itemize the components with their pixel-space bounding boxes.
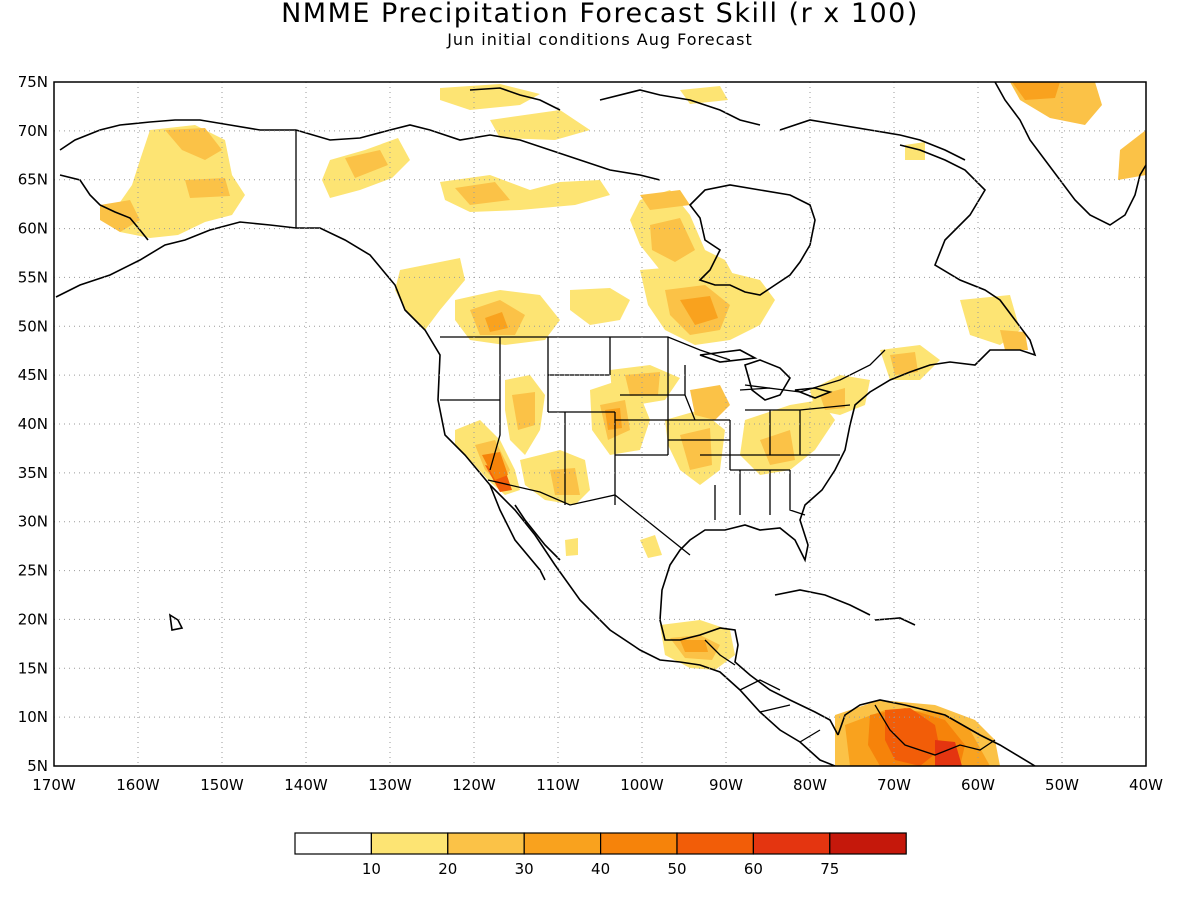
border-states-east: [684, 365, 851, 520]
field-nwt-core: [455, 182, 510, 205]
lat-label: 55N: [18, 268, 48, 286]
field-alaska-sw: [100, 200, 140, 232]
coastline-caribbean-cuba: [774, 589, 871, 616]
border-central-america: [739, 679, 821, 743]
lat-label: 35N: [18, 464, 48, 482]
graticule: [54, 82, 1146, 766]
map-subtitle: Jun initial conditions Aug Forecast: [447, 30, 753, 49]
legend-swatch: [829, 832, 907, 855]
field-arctic-1: [440, 84, 540, 110]
lon-label: 150W: [200, 776, 244, 794]
political-borders: [295, 130, 996, 756]
coastline-baja: [489, 484, 561, 581]
legend-swatch: [676, 832, 755, 855]
field-hudson-core: [650, 218, 695, 262]
coastline-arctic: [295, 87, 966, 181]
field-se-core: [760, 430, 795, 465]
lon-label: 110W: [536, 776, 580, 794]
lon-label: 120W: [452, 776, 496, 794]
map-title: NMME Precipitation Forecast Skill (r x 1…: [281, 0, 919, 29]
field-mex-w: [565, 538, 578, 556]
coastline-hawaii: [168, 613, 184, 631]
field-hudson-n: [640, 190, 690, 210]
field-nv-core: [512, 392, 535, 430]
lon-label: 70W: [877, 776, 911, 794]
lon-label: 140W: [284, 776, 328, 794]
field-alaska-e: [185, 178, 230, 198]
field-arctic-2: [490, 110, 590, 140]
legend-label: 75: [820, 860, 839, 878]
field-prairies-hot: [485, 312, 508, 332]
field-arctic-4: [905, 142, 925, 160]
field-plains-hot: [605, 408, 622, 430]
field-bc: [395, 258, 465, 330]
coastline-gulf: [659, 144, 1037, 736]
legend-swatch: [599, 832, 678, 855]
lon-label: 130W: [368, 776, 412, 794]
field-yucatan-hot: [680, 640, 708, 652]
field-yukon-core: [345, 150, 388, 178]
lat-label: 50N: [18, 317, 48, 335]
lat-label: 20N: [18, 610, 48, 628]
lon-label: 80W: [793, 776, 827, 794]
field-sask: [570, 288, 630, 325]
lat-label: 65N: [18, 171, 48, 189]
lat-label: 70N: [18, 122, 48, 140]
coastline-hudson-bay: [688, 184, 816, 296]
skill-shading: [100, 82, 1146, 766]
field-ca-warm: [482, 452, 508, 480]
lat-label: 10N: [18, 708, 48, 726]
lon-label: 40W: [1129, 776, 1163, 794]
legend-label: 30: [515, 860, 534, 878]
lat-label: 60N: [18, 220, 48, 238]
legend-swatch: [447, 832, 525, 855]
legend-label: 10: [362, 860, 381, 878]
longitude-labels: 170W 160W 150W 140W 130W 120W 110W 100W 90W 80W 70…: [32, 776, 1163, 794]
legend-swatch: [294, 832, 373, 855]
lat-label: 25N: [18, 562, 48, 580]
lat-label: 75N: [18, 73, 48, 91]
coastline-great-lakes: [699, 349, 833, 401]
field-greenland-core: [1012, 82, 1060, 100]
latitude-labels: 75N 70N 65N 60N 55N 50N 45N 40N 35N 30N 25N 20N 15N 1…: [18, 73, 48, 775]
legend-swatch: [370, 832, 449, 855]
coastline-greenland: [994, 82, 1146, 226]
lon-label: 50W: [1045, 776, 1079, 794]
map-frame: [53, 81, 1147, 767]
legend-label: 50: [667, 860, 686, 878]
field-nebraska-core: [625, 372, 660, 396]
lat-label: 15N: [18, 659, 48, 677]
field-greenland-se: [1118, 130, 1146, 180]
legend-label: 20: [438, 860, 457, 878]
coastline-hispaniola: [874, 617, 916, 626]
field-mex-gulf: [640, 535, 662, 558]
lat-label: 45N: [18, 366, 48, 384]
field-kansas-core: [680, 428, 712, 470]
lon-label: 90W: [709, 776, 743, 794]
border-mexico-guatemala: [704, 639, 736, 666]
field-iowa: [690, 385, 730, 420]
legend-label: 60: [744, 860, 763, 878]
lon-label: 100W: [620, 776, 664, 794]
field-maine-core: [890, 352, 918, 375]
field-arctic-3: [680, 86, 728, 104]
lon-label: 60W: [961, 776, 995, 794]
legend-swatch: [523, 832, 602, 855]
lat-label: 40N: [18, 415, 48, 433]
lon-label: 170W: [32, 776, 76, 794]
color-legend: 10 20 30 40 50 60 75: [294, 832, 907, 878]
legend-swatch: [752, 832, 831, 855]
field-quebec-core: [1000, 330, 1028, 350]
border-south-america: [874, 704, 996, 756]
lat-label: 5N: [27, 757, 48, 775]
lon-label: 160W: [116, 776, 160, 794]
field-manitoba-hot: [680, 296, 718, 325]
legend-label: 40: [591, 860, 610, 878]
lat-label: 30N: [18, 513, 48, 531]
field-alaska-core: [165, 128, 222, 160]
